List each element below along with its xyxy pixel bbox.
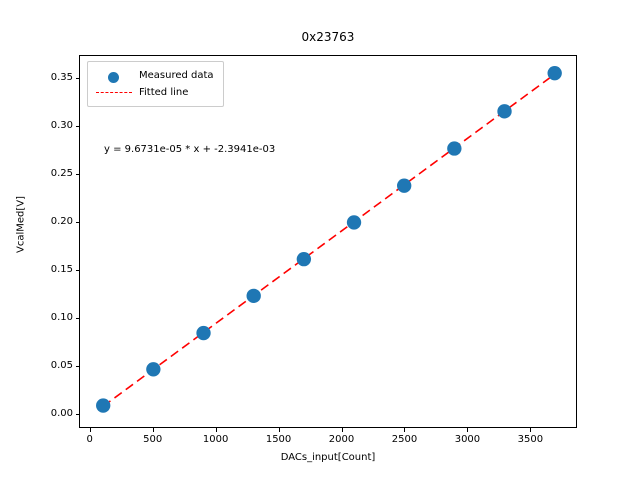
fit-equation-annotation: y = 9.6731e-05 * x + -2.3941e-03 — [104, 144, 276, 155]
x-axis-tick-label: 1500 — [265, 434, 292, 445]
fitted-line-series — [103, 74, 554, 406]
x-axis-tick-label: 1000 — [202, 434, 229, 445]
data-point — [397, 178, 412, 193]
x-axis-tick — [404, 428, 406, 432]
data-point — [296, 251, 312, 267]
y-axis-tick — [75, 174, 79, 176]
legend-item-fitted-line: Fitted line — [95, 84, 214, 101]
fitted-line — [103, 74, 554, 406]
y-axis-tick-label: 0.05 — [50, 360, 73, 372]
data-point — [346, 215, 362, 230]
y-axis-tick — [75, 78, 79, 80]
legend-label-measured-data: Measured data — [139, 70, 214, 81]
data-point — [146, 362, 161, 377]
y-axis-label: VcalMed[V] — [15, 195, 27, 254]
x-axis-tick — [89, 428, 91, 432]
y-axis-tick — [75, 414, 79, 416]
legend-marker-circle-icon — [95, 69, 133, 83]
y-axis-tick-label: 0.35 — [50, 72, 73, 84]
x-axis-tick-label: 0 — [86, 434, 93, 445]
y-axis-tick — [75, 270, 79, 272]
y-axis-tick — [75, 222, 79, 224]
x-axis-tick-label: 2000 — [328, 434, 355, 445]
y-axis-tick-label: 0.15 — [50, 264, 73, 276]
x-axis-tick — [341, 428, 343, 432]
chart-title: 0x23763 — [301, 30, 355, 44]
y-axis-tick — [75, 126, 79, 128]
data-point — [497, 104, 512, 119]
x-axis-tick — [530, 428, 532, 432]
legend-dashed-line-icon — [95, 86, 133, 100]
x-axis-tick-label: 3000 — [454, 434, 481, 445]
measured-data-series — [96, 66, 562, 413]
legend-item-measured-data: Measured data — [95, 67, 214, 84]
data-point — [246, 288, 261, 304]
y-axis-tick-label: 0.20 — [50, 216, 73, 228]
data-point — [96, 398, 111, 413]
legend: Measured data Fitted line — [87, 61, 224, 107]
plot-area — [79, 55, 577, 428]
y-axis-tick — [75, 366, 79, 368]
x-axis-tick — [215, 428, 217, 432]
x-axis-tick-label: 2500 — [391, 434, 418, 445]
x-axis-tick — [152, 428, 154, 432]
x-axis-label: DACs_input[Count] — [280, 452, 376, 463]
x-axis-tick-label: 500 — [143, 434, 163, 445]
data-point — [547, 66, 562, 81]
y-axis-tick-label: 0.25 — [50, 168, 73, 180]
y-axis-tick — [75, 318, 79, 320]
y-axis-tick-label: 0.10 — [50, 312, 73, 324]
y-axis-tick-label: 0.00 — [50, 408, 73, 420]
data-point — [447, 141, 462, 156]
legend-label-fitted-line: Fitted line — [139, 87, 189, 98]
plot-canvas — [96, 66, 562, 413]
y-axis-tick-label: 0.30 — [50, 120, 73, 132]
x-axis-tick-label: 3500 — [517, 434, 544, 445]
data-point — [196, 325, 211, 341]
x-axis-tick — [278, 428, 280, 432]
x-axis-tick — [467, 428, 469, 432]
